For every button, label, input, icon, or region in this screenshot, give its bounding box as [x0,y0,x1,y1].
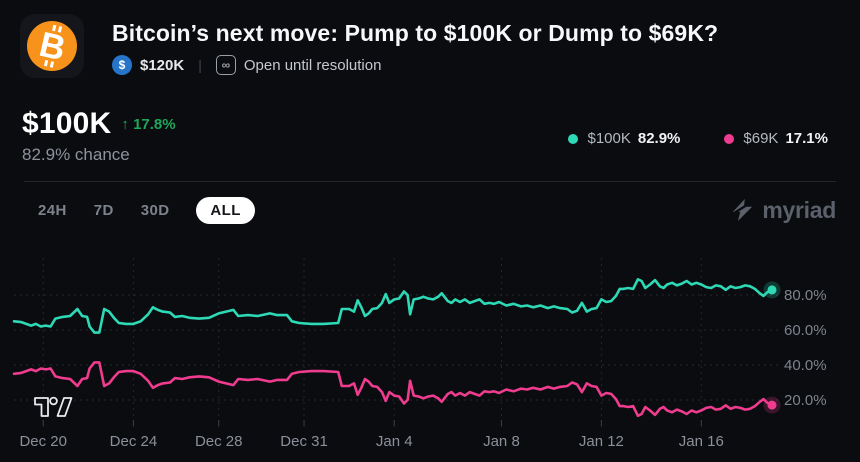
x-axis-label: Jan 8 [483,433,520,450]
y-axis-label: 60.0% [784,322,827,339]
legend-value: 82.9% [637,130,681,147]
y-axis-label: 40.0% [784,357,827,374]
chart-toolbar: 24H 7D 30D ALL myriad [38,195,836,225]
price-change: ↑ 17.8% [121,116,175,133]
x-axis-label: Jan 4 [376,433,413,450]
myriad-bolt-icon [732,199,753,221]
x-axis-label: Dec 28 [195,433,243,450]
legend-dot-teal [568,133,579,144]
market-meta: $ $120K | ∞ Open until resolution [112,54,718,76]
legend-label: $100K [587,130,631,147]
x-axis-label: Jan 16 [679,433,724,450]
chart-line-69k [12,361,774,418]
price-block: $100K ↑ 17.8% 82.9% chance [22,108,176,165]
tradingview-logo[interactable] [33,395,73,422]
legend-dot-pink [724,133,735,144]
x-axis-label: Dec 24 [110,433,158,450]
range-button-7d[interactable]: 7D [93,201,114,219]
range-button-30d[interactable]: 30D [140,201,170,219]
up-arrow-icon: ↑ [121,116,129,133]
bitcoin-icon: B [27,21,77,71]
chance-label: 82.9% chance [22,145,130,164]
range-button-24h[interactable]: 24H [38,201,67,219]
bitcoin-logo: B [20,14,84,78]
time-range-selector: 24H 7D 30D ALL [38,196,255,224]
probability-chart[interactable]: Dec 20 Dec 24 Dec 28 Dec 31 Jan 4 Jan 8 Jan 12… [0,250,860,462]
market-header: B Bitcoin’s next move: Pump to $100K or … [20,14,718,78]
legend-value: 17.1% [785,130,828,147]
resolution-status: Open until resolution [243,56,382,74]
legend-label: $69K [743,130,779,147]
myriad-wordmark: myriad [762,196,836,223]
legend-item-69k: $69K 17.1% [724,130,828,147]
chart-line-100k [12,277,774,334]
range-button-all[interactable]: ALL [196,196,255,224]
section-divider [24,181,836,182]
myriad-brand[interactable]: myriad [732,197,836,224]
infinity-icon: ∞ [215,55,236,75]
page-title: Bitcoin’s next move: Pump to $100K or Du… [112,20,719,46]
meta-divider: | [198,57,202,73]
x-axis-label: Dec 20 [19,433,67,450]
end-dot [767,400,777,410]
y-axis-label: 20.0% [784,392,827,409]
y-axis-label: 80.0% [784,287,827,304]
volume-value: $120K [140,56,185,74]
legend-item-100k: $100K 82.9% [568,130,680,147]
end-dot [767,285,777,295]
x-axis-label: Dec 31 [280,433,328,450]
x-axis-label: Jan 12 [579,433,624,450]
usdc-icon: $ [112,55,132,75]
chart-legend: $100K 82.9% $69K 17.1% [568,130,828,147]
leading-outcome-label: $100K [22,107,112,140]
price-change-value: 17.8% [133,116,176,133]
